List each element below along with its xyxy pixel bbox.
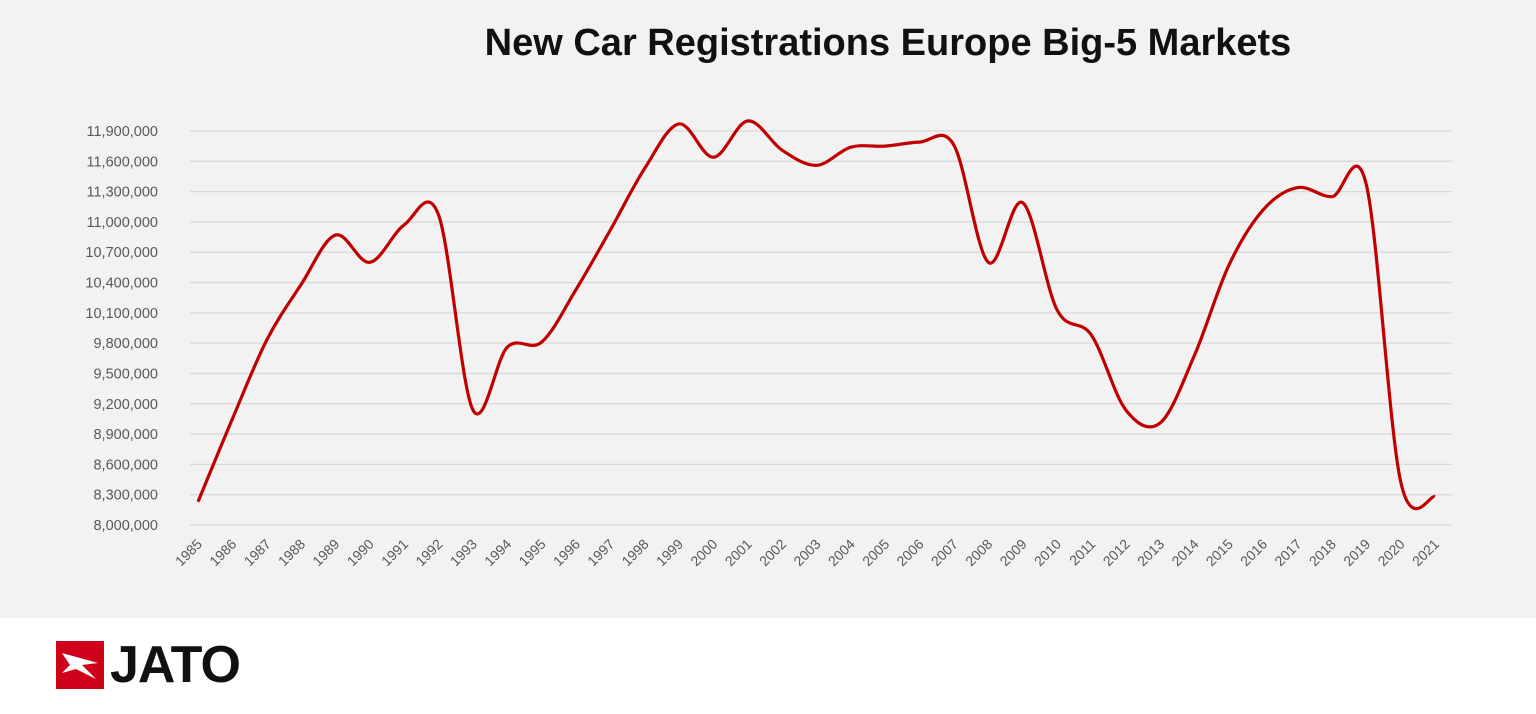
x-tick-label: 2009 [996, 536, 1029, 569]
x-tick-label: 2011 [1066, 536, 1099, 569]
y-tick-label: 8,600,000 [93, 457, 158, 473]
x-tick-label: 2012 [1100, 536, 1133, 569]
chart-title: New Car Registrations Europe Big-5 Marke… [484, 22, 1292, 64]
x-tick-label: 2021 [1409, 536, 1442, 569]
y-tick-label: 11,000,000 [87, 215, 159, 231]
x-tick-label: 2019 [1340, 536, 1373, 569]
x-tick-label: 2008 [962, 536, 995, 569]
x-tick-label: 1990 [344, 536, 377, 569]
x-tick-label: 1994 [481, 536, 514, 569]
y-tick-label: 8,000,000 [93, 518, 158, 534]
x-tick-label: 2018 [1306, 536, 1339, 569]
line-chart: 8,000,000 8,300,000 8,600,000 8,900,000 9,20… [85, 119, 1452, 569]
series-line [196, 119, 1436, 511]
x-tick-label: 1998 [618, 536, 651, 569]
y-tick-label: 11,600,000 [87, 154, 159, 170]
y-tick-label: 11,300,000 [87, 185, 159, 201]
x-tick-label: 2003 [790, 536, 823, 569]
x-tick-label: 1995 [515, 536, 548, 569]
y-tick-label: 8,900,000 [93, 427, 158, 443]
x-tick-label: 1985 [172, 536, 205, 569]
x-tick-label: 1986 [206, 536, 239, 569]
x-tick-label: 1987 [240, 536, 273, 569]
x-tick-label: 2017 [1271, 536, 1304, 569]
x-tick-label: 2016 [1237, 536, 1270, 569]
y-tick-label: 10,100,000 [85, 306, 158, 322]
x-tick-label: 1992 [412, 536, 445, 569]
y-tick-label: 9,800,000 [93, 336, 158, 352]
x-tick-label: 1991 [378, 536, 411, 569]
x-tick-label: 1997 [584, 536, 617, 569]
x-tick-label: 2007 [928, 536, 961, 569]
logo-text: JATO [110, 636, 241, 694]
y-tick-label: 8,300,000 [93, 488, 158, 504]
x-tick-label: 1988 [275, 536, 308, 569]
x-tick-label: 2004 [825, 536, 858, 569]
jato-logo: JATO [56, 636, 241, 694]
x-tick-label: 1993 [447, 536, 480, 569]
y-tick-label: 9,500,000 [93, 366, 158, 382]
x-tick-label: 2000 [687, 536, 720, 569]
chart-area: New Car Registrations Europe Big-5 Marke… [0, 0, 1536, 618]
x-tick-label: 2013 [1134, 536, 1167, 569]
y-tick-label: 10,700,000 [85, 245, 158, 261]
x-tick-label: 2010 [1031, 536, 1064, 569]
x-tick-label: 1999 [653, 536, 686, 569]
x-tick-label: 2015 [1203, 536, 1236, 569]
x-tick-label: 2005 [859, 536, 892, 569]
y-tick-label: 11,900,000 [87, 124, 159, 140]
x-tick-label: 2014 [1168, 536, 1201, 569]
x-tick-label: 2002 [756, 536, 789, 569]
x-tick-label: 2001 [722, 536, 755, 569]
x-tick-label: 1989 [309, 536, 342, 569]
logo-arrow-icon [56, 641, 104, 689]
x-tick-label: 2006 [893, 536, 926, 569]
y-tick-label: 9,200,000 [93, 397, 158, 413]
x-tick-label: 1996 [550, 536, 583, 569]
y-tick-label: 10,400,000 [85, 276, 158, 292]
x-tick-label: 2020 [1374, 536, 1407, 569]
